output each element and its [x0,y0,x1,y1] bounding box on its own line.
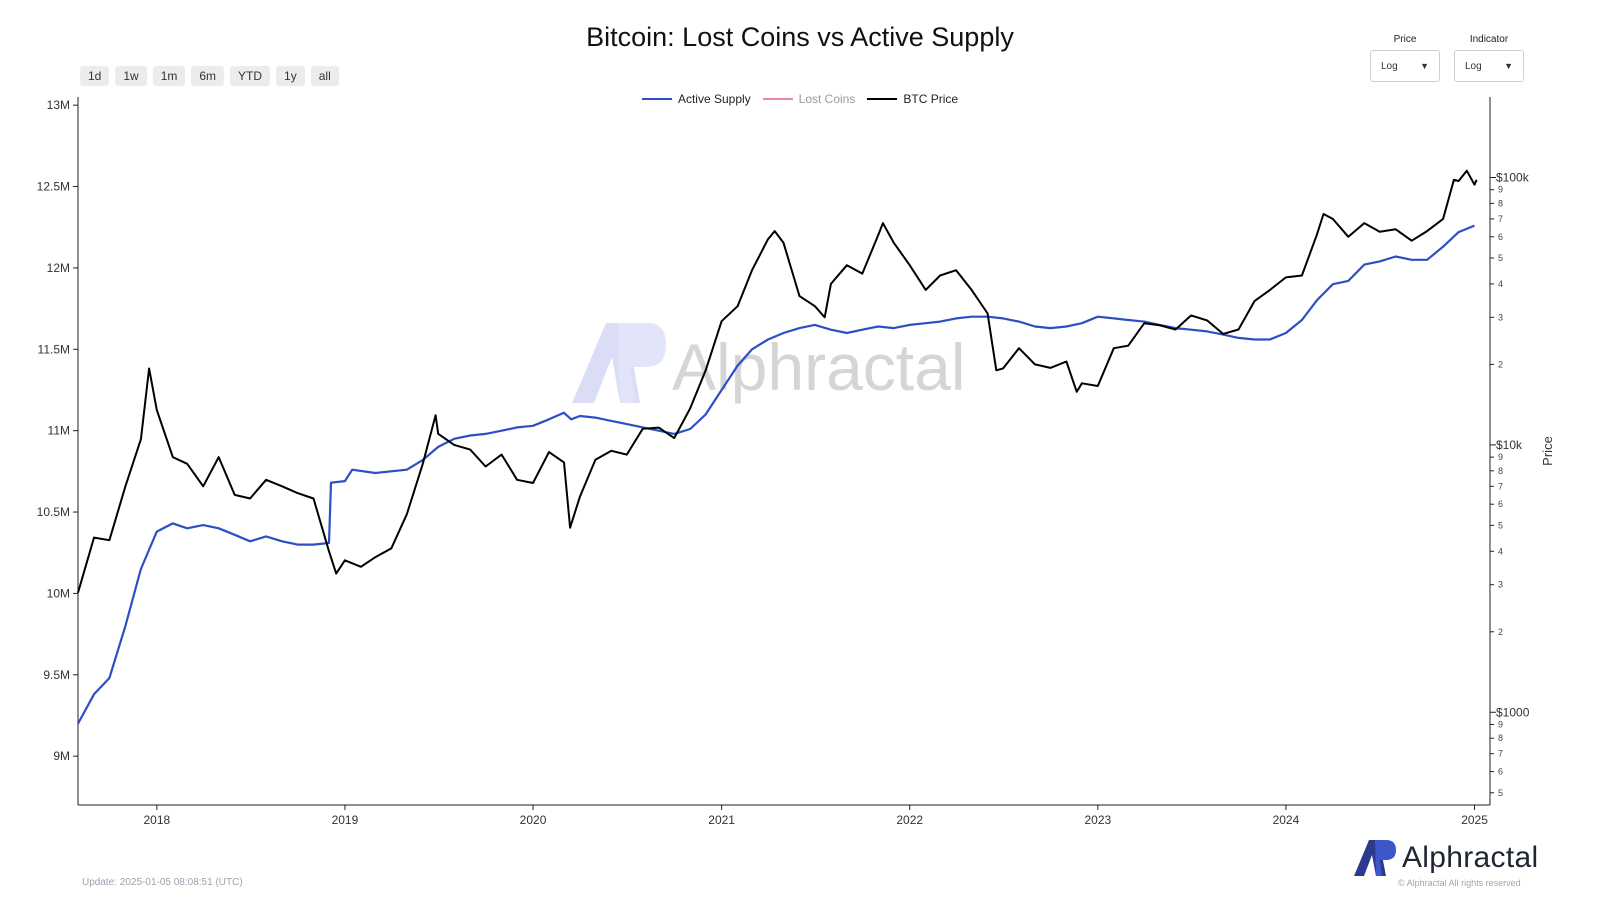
left-tick-label: 9.5M [43,668,70,682]
chevron-down-icon: ▼ [1420,61,1429,71]
x-tick-label: 2021 [708,813,735,827]
watermark-text: Alphractal [672,330,966,404]
legend-label-btc-price: BTC Price [903,92,959,106]
right-minor-tick-label: 7 [1498,481,1503,491]
right-minor-tick-label: 9 [1498,452,1503,462]
indicator-scale-label: Indicator [1469,34,1509,45]
left-tick-label: 12M [47,261,70,275]
right-minor-tick-label: 8 [1498,466,1503,476]
range-button-ytd[interactable]: YTD [230,66,271,86]
legend-swatch-active-supply [641,98,672,100]
right-minor-tick-label: 8 [1498,733,1503,743]
alphractal-logo-icon [572,323,666,403]
price-scale-select[interactable]: Log ▼ [1370,50,1440,82]
x-tick-label: 2023 [1084,813,1111,827]
right-axis-title: Price [1540,436,1555,466]
indicator-scale-control: Indicator Log ▼ [1454,34,1524,82]
right-minor-tick-label: 8 [1498,198,1503,208]
left-tick-label: 11.5M [38,342,70,356]
legend-label-lost-coins: Lost Coins [798,92,856,106]
x-tick-label: 2020 [520,813,547,827]
legend-swatch-btc-price [867,98,898,100]
right-minor-tick-label: 9 [1498,185,1503,195]
watermark: Alphractal [572,323,966,404]
right-minor-tick-label: 7 [1498,214,1503,224]
price-scale-value: Log [1381,60,1398,72]
left-tick-label: 9M [53,749,70,763]
x-tick-label: 2022 [896,813,923,827]
range-button-1y[interactable]: 1y [276,66,305,86]
copyright-notice: © Alphractal All rights reserved [1398,878,1521,888]
update-timestamp: Update: 2025-01-05 08:08:51 (UTC) [82,877,243,888]
range-button-1w[interactable]: 1w [115,66,147,86]
chart-series [77,169,1478,725]
right-minor-tick-label: 5 [1498,253,1503,263]
right-minor-tick-label: 7 [1498,749,1503,759]
x-tick-label: 2024 [1273,813,1300,827]
left-tick-label: 10M [47,586,70,600]
chart-axes [77,97,1491,806]
legend-item-lost-coins[interactable]: Lost Coins [762,92,856,106]
chart-legend: Active Supply Lost Coins BTC Price [0,92,1600,106]
right-minor-tick-label: 5 [1498,788,1503,798]
range-button-1d[interactable]: 1d [80,66,110,86]
right-major-tick-label: $100k [1496,170,1530,184]
right-minor-tick-label: 2 [1498,359,1503,369]
series-line-active-supply [77,224,1475,725]
range-button-6m[interactable]: 6m [191,66,225,86]
right-minor-tick-label: 6 [1498,232,1503,242]
right-minor-tick-label: 6 [1498,499,1503,509]
indicator-scale-value: Log [1465,60,1482,72]
brand-name: Alphractal [1402,841,1539,874]
x-tick-label: 2018 [143,813,170,827]
right-minor-tick-label: 5 [1498,520,1503,530]
price-scale-label: Price [1393,34,1417,45]
legend-item-active-supply[interactable]: Active Supply [641,92,751,106]
series-line-btc-price [77,169,1478,593]
x-axis-ticks: 2018 2019 2020 2021 2022 2023 2024 2025 [143,805,1488,827]
right-axis-ticks: $1000 $10k $100k 5 6 7 8 9 2 3 4 5 6 7 8 9 2 3 4 5 6 7 8 9 [1490,170,1530,798]
right-major-tick-label: $10k [1496,438,1523,452]
legend-swatch-lost-coins [762,98,793,100]
legend-label-active-supply: Active Supply [677,92,751,106]
range-button-all[interactable]: all [310,66,339,86]
left-tick-label: 10.5M [37,505,70,519]
right-minor-tick-label: 9 [1498,720,1503,730]
right-minor-tick-label: 3 [1498,312,1503,322]
time-range-selector: 1d 1w 1m 6m YTD 1y all [80,66,339,86]
right-minor-tick-label: 3 [1498,580,1503,590]
alphractal-logo-icon [1354,840,1396,876]
indicator-scale-select[interactable]: Log ▼ [1454,50,1524,82]
chart-title: Bitcoin: Lost Coins vs Active Supply [586,22,1014,52]
left-tick-label: 11M [48,424,70,438]
x-tick-label: 2025 [1461,813,1488,827]
right-minor-tick-label: 2 [1498,627,1503,637]
x-tick-label: 2019 [332,813,359,827]
right-minor-tick-label: 6 [1498,767,1503,777]
legend-item-btc-price[interactable]: BTC Price [867,92,958,106]
right-minor-tick-label: 4 [1498,546,1503,556]
range-button-1m[interactable]: 1m [152,66,186,86]
left-tick-label: 12.5M [37,180,70,194]
right-major-tick-label: $1000 [1496,705,1530,719]
price-scale-control: Price Log ▼ [1370,34,1440,82]
right-minor-tick-label: 4 [1498,279,1503,289]
chevron-down-icon: ▼ [1504,61,1513,71]
brand-logo: Alphractal [1352,838,1538,878]
